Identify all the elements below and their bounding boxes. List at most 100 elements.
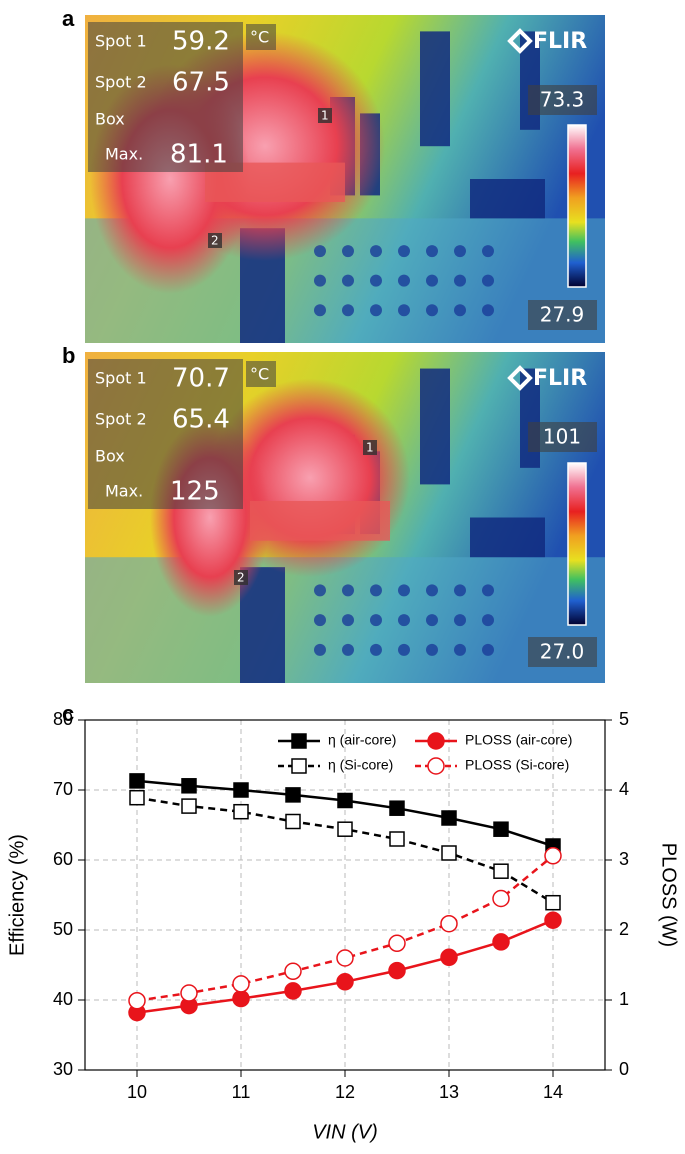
y-tick-label: 40 <box>53 989 73 1009</box>
spot1-label: Spot 1 <box>95 369 147 388</box>
marker <box>492 889 510 908</box>
legend-label: η (air-core) <box>328 732 396 748</box>
thermal-via <box>314 274 326 287</box>
spot-marker: 1 <box>321 109 329 123</box>
unit-box <box>246 24 276 50</box>
thermal-via <box>342 584 354 597</box>
y-tick-label: 60 <box>53 849 73 869</box>
thermal-cold-part <box>470 517 545 558</box>
spot-marker: 1 <box>366 441 374 455</box>
max-label: Max. <box>105 145 143 164</box>
marker <box>389 831 405 847</box>
thermal-via <box>314 614 326 627</box>
marker <box>128 991 146 1010</box>
marker <box>492 933 510 951</box>
x-tick-label: 11 <box>232 1082 251 1102</box>
marker <box>493 821 509 837</box>
marker <box>232 989 250 1008</box>
thermal-via <box>482 643 494 656</box>
thermal-via <box>482 584 494 597</box>
thermal-cold-part <box>470 179 545 219</box>
color-bar <box>567 462 587 626</box>
box-label: Box <box>95 447 125 466</box>
unit-box <box>246 361 276 387</box>
series-line <box>136 854 554 1002</box>
thermal-via <box>398 304 410 317</box>
thermal-via <box>398 614 410 627</box>
y2-tick-label: 1 <box>619 989 629 1009</box>
spot2-label: Spot 2 <box>95 410 147 429</box>
scale-min-box <box>528 300 597 330</box>
panel-label: c <box>62 701 74 726</box>
marker <box>129 789 145 806</box>
spot-marker-box <box>318 108 332 123</box>
thermal-via <box>370 274 382 287</box>
spot-marker-box <box>208 233 222 248</box>
legend-marker <box>427 757 445 775</box>
legend-label: η (Si-core) <box>328 757 393 773</box>
panel-label: b <box>62 343 75 368</box>
max-value: 125 <box>170 477 220 507</box>
marker <box>285 787 301 803</box>
brand: FLIR <box>533 29 587 54</box>
spot-marker-box <box>234 570 248 585</box>
thermal-via <box>454 274 466 287</box>
unit: °C <box>250 365 269 384</box>
thermal-via <box>454 304 466 317</box>
unit: °C <box>250 28 269 47</box>
thermal-hot-pad <box>250 500 390 541</box>
marker <box>388 961 406 980</box>
thermal-via <box>454 643 466 656</box>
marker <box>388 934 406 953</box>
y2-tick-label: 2 <box>619 919 629 939</box>
marker <box>129 773 145 789</box>
scale-min: 27.0 <box>540 640 585 664</box>
legend-marker <box>427 732 445 750</box>
thermal-via <box>482 304 494 317</box>
brand: FLIR <box>533 366 587 391</box>
x-tick-label: 14 <box>543 1082 563 1102</box>
x-tick-label: 12 <box>335 1082 355 1102</box>
thermal-via <box>426 304 438 317</box>
y-axis-label: Efficiency (%) <box>6 834 28 956</box>
spot2-value: 65.4 <box>172 405 230 435</box>
marker <box>181 778 197 794</box>
marker <box>337 792 353 809</box>
legend-label: PLOSS (air-core) <box>465 732 572 748</box>
thermal-via <box>426 274 438 287</box>
scale-max-box <box>528 422 597 452</box>
panel-label: a <box>62 6 75 31</box>
thermal-via <box>426 614 438 627</box>
thermal-via <box>398 245 410 258</box>
thermal-via <box>342 643 354 656</box>
thermal-via <box>426 643 438 656</box>
thermal-via <box>342 245 354 258</box>
spot-marker: 2 <box>211 234 219 248</box>
plot-frame <box>84 719 606 1071</box>
thermal-via <box>426 245 438 258</box>
scale-max-box <box>528 85 597 115</box>
y2-tick-label: 4 <box>619 779 629 799</box>
marker <box>181 798 197 814</box>
thermal-via <box>398 643 410 656</box>
spot1-value: 70.7 <box>172 364 230 394</box>
scale-min-box <box>528 637 597 667</box>
x-tick-label: 10 <box>127 1082 147 1102</box>
marker <box>233 803 249 820</box>
thermal-via <box>342 614 354 627</box>
thermal-cold-part <box>420 31 450 147</box>
flir-icon <box>507 28 533 54</box>
legend-marker <box>291 733 307 749</box>
spot-marker: 2 <box>237 571 245 585</box>
marker <box>440 948 458 967</box>
marker <box>441 810 457 826</box>
spot2-label: Spot 2 <box>95 73 147 92</box>
marker <box>545 894 561 911</box>
spot2-value: 67.5 <box>172 68 230 98</box>
y-tick-label: 80 <box>53 709 73 729</box>
y2-tick-label: 3 <box>619 849 629 869</box>
marker <box>284 982 302 1000</box>
thermal-via <box>454 584 466 597</box>
thermal-via <box>314 584 326 597</box>
